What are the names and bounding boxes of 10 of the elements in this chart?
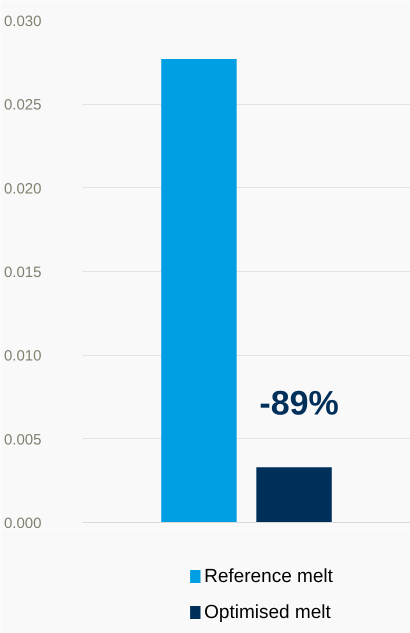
- y-tick-label: 0.030: [4, 13, 42, 30]
- y-tick-label: 0.005: [4, 431, 42, 448]
- annotation: -89%: [259, 384, 339, 422]
- y-tick-label: 0.010: [4, 348, 42, 365]
- y-tick-label: 0.000: [4, 515, 42, 532]
- legend-label: Optimised melt: [204, 602, 332, 623]
- y-tick-label: 0.025: [4, 96, 42, 114]
- y-tick-label: 0.020: [4, 180, 42, 198]
- legend-label: Reference melt: [204, 566, 334, 587]
- y-tick-label: 0.015: [4, 264, 42, 281]
